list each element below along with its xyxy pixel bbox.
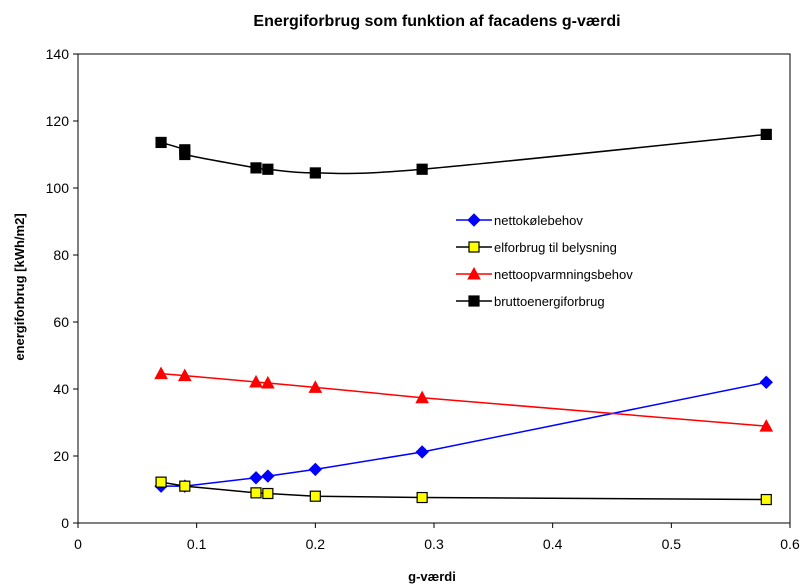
data-point (309, 167, 321, 179)
y-tick-label: 100 (46, 180, 70, 196)
data-point (308, 380, 323, 393)
data-point (415, 445, 429, 459)
y-tick-label: 120 (46, 113, 70, 129)
y-tick-label: 80 (53, 247, 69, 263)
data-point (759, 419, 774, 432)
y-axis-label: energiforbrug [kWh/m2] (12, 213, 27, 360)
data-point (261, 469, 275, 483)
data-point (155, 476, 167, 488)
x-tick-label: 0 (74, 536, 82, 552)
x-axis-label: g-værdi (408, 569, 456, 584)
data-point (760, 493, 772, 506)
y-tick-label: 20 (53, 448, 69, 464)
data-point (760, 128, 772, 140)
legend-label: elforbrug til belysning (494, 240, 617, 255)
data-point (759, 375, 773, 390)
data-point (177, 368, 192, 382)
data-point (261, 375, 275, 389)
data-point (179, 148, 191, 161)
y-tick-label: 140 (46, 46, 70, 62)
data-point (249, 471, 263, 485)
data-point (250, 162, 262, 174)
chart-title: Energiforbrug som funktion af facadens g… (253, 13, 620, 30)
data-point (249, 374, 263, 388)
data-point (154, 366, 168, 380)
legend-marker (467, 266, 481, 280)
data-point (179, 480, 191, 492)
data-point (262, 487, 274, 500)
data-point (416, 491, 428, 504)
x-tick-label: 0.5 (662, 536, 682, 552)
y-tick-label: 0 (61, 515, 69, 531)
y-tick-label: 60 (53, 314, 69, 330)
data-point (308, 462, 323, 477)
x-tick-label: 0.4 (543, 536, 563, 552)
data-point (415, 390, 429, 404)
data-point (250, 487, 262, 499)
legend-marker (467, 213, 481, 227)
data-point (155, 136, 167, 149)
series-1 (155, 476, 772, 506)
series-3 (155, 128, 772, 179)
data-point (309, 490, 321, 502)
legend-marker (468, 295, 480, 307)
plot-area: 0 20 40 60 80 100 120 140 0 0.1 0.2 0.3 0.4 0.5 0.6 (46, 46, 800, 552)
series-2 (154, 366, 774, 432)
legend-label: bruttoenergiforbrug (494, 294, 605, 309)
legend-marker (468, 241, 480, 253)
data-point (262, 163, 274, 175)
x-tick-label: 0.3 (424, 536, 444, 552)
legend-label: nettoopvarmningsbehov (494, 267, 633, 282)
legend: nettokølebehov elforbrug til belysning net… (452, 204, 662, 320)
x-tick-label: 0.6 (780, 536, 800, 552)
data-point (416, 163, 428, 175)
plot-frame (77, 53, 791, 524)
y-tick-label: 40 (53, 381, 69, 397)
x-tick-label: 0.1 (187, 536, 207, 552)
x-tick-label: 0.2 (306, 536, 326, 552)
legend-label: nettokølebehov (494, 213, 583, 228)
